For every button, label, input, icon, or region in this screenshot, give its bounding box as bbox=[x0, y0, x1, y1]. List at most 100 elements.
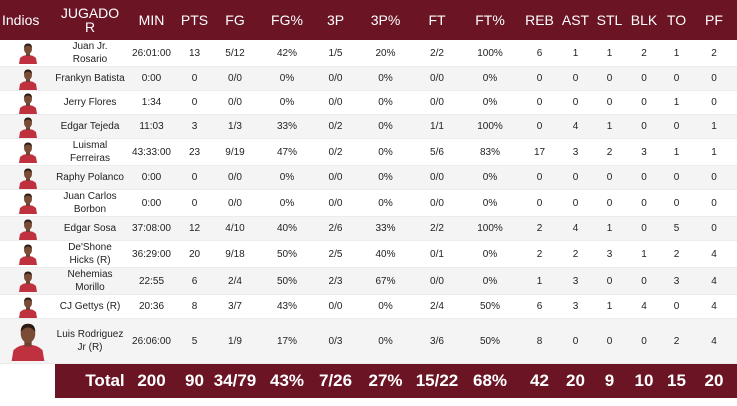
totals-min: 200 bbox=[125, 363, 178, 398]
pf-header: PF bbox=[705, 11, 723, 28]
player-photo-icon bbox=[18, 142, 37, 163]
player-photo-icon bbox=[18, 297, 37, 318]
stat-min: 43:33:00 bbox=[125, 138, 178, 166]
stat-fgp: 50% bbox=[259, 240, 315, 268]
stat-ftp: 100% bbox=[459, 40, 521, 67]
player-photo-cell bbox=[0, 40, 55, 67]
player-photo-cell bbox=[0, 240, 55, 268]
stat-min: 0:00 bbox=[125, 66, 178, 91]
ft-header: FT bbox=[428, 11, 446, 28]
player-header: JUGADO R bbox=[60, 5, 120, 35]
stat-fgp: 40% bbox=[259, 216, 315, 241]
player-photo-cell bbox=[0, 114, 55, 139]
stat-blk: 0 bbox=[626, 114, 662, 139]
stat-min: 36:29:00 bbox=[125, 240, 178, 268]
stat-ft: 0/0 bbox=[415, 90, 459, 115]
stat-to: 0 bbox=[662, 114, 691, 139]
stat-ftp: 0% bbox=[459, 165, 521, 190]
stat-ft: 0/1 bbox=[415, 240, 459, 268]
stat-ftp: 0% bbox=[459, 189, 521, 217]
player-row: Edgar Sosa 37:08:00 12 4/10 40% 2/6 33% 2/2 100%… bbox=[0, 216, 737, 241]
player-row: Luismal Ferreiras 43:33:00 23 9/19 47% 0/2 0% 5… bbox=[0, 138, 737, 166]
totals-label: Total bbox=[55, 363, 125, 398]
3pp-header: 3P% bbox=[370, 11, 401, 28]
ftp-header: FT% bbox=[475, 11, 505, 28]
stat-tp: 0/2 bbox=[315, 138, 356, 166]
stat-min: 26:06:00 bbox=[125, 318, 178, 364]
stat-pts: 0 bbox=[178, 90, 211, 115]
stat-stl: 1 bbox=[593, 216, 626, 241]
stat-stl: 2 bbox=[593, 138, 626, 166]
stat-ft: 5/6 bbox=[415, 138, 459, 166]
stat-pts: 0 bbox=[178, 66, 211, 91]
stat-tp: 2/3 bbox=[315, 267, 356, 295]
stat-to: 1 bbox=[662, 90, 691, 115]
stat-tpp: 0% bbox=[356, 318, 415, 364]
stat-to: 0 bbox=[662, 189, 691, 217]
player-name: Frankyn Batista bbox=[55, 66, 125, 91]
stat-reb: 0 bbox=[521, 189, 558, 217]
stat-blk: 3 bbox=[626, 138, 662, 166]
stat-fg: 9/19 bbox=[211, 138, 259, 166]
stat-to: 0 bbox=[662, 165, 691, 190]
stat-pf: 1 bbox=[691, 114, 737, 139]
stat-stl: 0 bbox=[593, 165, 626, 190]
stat-tp: 2/5 bbox=[315, 240, 356, 268]
stat-fg: 0/0 bbox=[211, 90, 259, 115]
stat-stl: 0 bbox=[593, 90, 626, 115]
player-name: Luis Rodriguez Jr (R) bbox=[55, 318, 125, 364]
stat-ft: 0/0 bbox=[415, 66, 459, 91]
stat-fgp: 17% bbox=[259, 318, 315, 364]
fg-header: FG bbox=[225, 11, 245, 28]
stat-pts: 8 bbox=[178, 294, 211, 319]
stat-to: 3 bbox=[662, 267, 691, 295]
stat-ft: 2/2 bbox=[415, 40, 459, 67]
stat-ft: 3/6 bbox=[415, 318, 459, 364]
stat-ft: 0/0 bbox=[415, 267, 459, 295]
player-row: Raphy Polanco 0:00 0 0/0 0% 0/0 0% 0/0 0% 0 0 0 0 0 0 bbox=[0, 165, 737, 190]
player-photo-cell bbox=[0, 165, 55, 190]
stat-stl: 0 bbox=[593, 189, 626, 217]
stat-ast: 3 bbox=[558, 294, 593, 319]
stat-fg: 0/0 bbox=[211, 189, 259, 217]
stat-reb: 6 bbox=[521, 294, 558, 319]
player-name: Edgar Sosa bbox=[55, 216, 125, 241]
player-photo-cell bbox=[0, 189, 55, 217]
stat-min: 22:55 bbox=[125, 267, 178, 295]
player-photo-icon bbox=[18, 219, 37, 240]
stat-ftp: 100% bbox=[459, 114, 521, 139]
totals-blk: 10 bbox=[626, 363, 662, 398]
stat-ast: 0 bbox=[558, 66, 593, 91]
totals-ftp: 68% bbox=[459, 363, 521, 398]
stat-min: 26:01:00 bbox=[125, 40, 178, 67]
stat-pts: 3 bbox=[178, 114, 211, 139]
stat-tp: 2/6 bbox=[315, 216, 356, 241]
player-name: Nehemias Morillo bbox=[55, 267, 125, 295]
stat-blk: 0 bbox=[626, 90, 662, 115]
stat-blk: 0 bbox=[626, 165, 662, 190]
stat-to: 2 bbox=[662, 240, 691, 268]
player-photo-cell bbox=[0, 138, 55, 166]
stat-pts: 0 bbox=[178, 189, 211, 217]
totals-fg: 34/79 bbox=[211, 363, 259, 398]
stat-ast: 0 bbox=[558, 318, 593, 364]
blk-header: BLK bbox=[630, 11, 658, 28]
stat-reb: 0 bbox=[521, 114, 558, 139]
stat-fgp: 50% bbox=[259, 267, 315, 295]
totals-to: 15 bbox=[662, 363, 691, 398]
stat-pf: 0 bbox=[691, 165, 737, 190]
stat-pf: 4 bbox=[691, 318, 737, 364]
stat-tp: 0/0 bbox=[315, 165, 356, 190]
stat-blk: 0 bbox=[626, 267, 662, 295]
player-photo-icon bbox=[18, 117, 37, 138]
stat-to: 0 bbox=[662, 294, 691, 319]
totals-row: Total 200 90 34/79 43% 7/26 27% 15/22 68… bbox=[0, 363, 737, 398]
stat-fgp: 43% bbox=[259, 294, 315, 319]
player-row: Nehemias Morillo 22:55 6 2/4 50% 2/3 67% 0/0 0% 1… bbox=[0, 267, 737, 295]
stat-reb: 0 bbox=[521, 66, 558, 91]
totals-pf: 20 bbox=[691, 363, 737, 398]
stat-ast: 0 bbox=[558, 90, 593, 115]
stat-fg: 1/9 bbox=[211, 318, 259, 364]
stat-pf: 0 bbox=[691, 90, 737, 115]
stat-fgp: 0% bbox=[259, 66, 315, 91]
